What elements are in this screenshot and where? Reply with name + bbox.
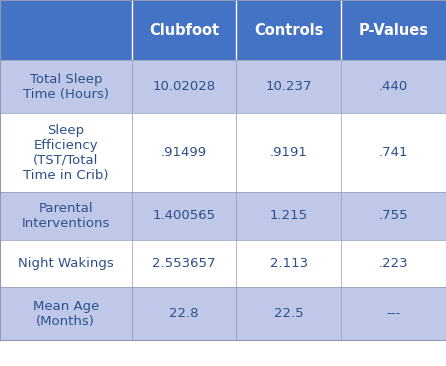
Text: Night Wakings: Night Wakings [18, 257, 114, 270]
Text: P-Values: P-Values [359, 23, 429, 38]
Bar [132, 60, 236, 113]
Bar [132, 113, 236, 192]
Text: Total Sleep
Time (Hours): Total Sleep Time (Hours) [23, 73, 109, 101]
Text: 1.215: 1.215 [270, 209, 308, 223]
Text: .9191: .9191 [270, 146, 308, 159]
Bar [341, 60, 446, 113]
Bar [341, 0, 446, 60]
Bar [132, 192, 236, 240]
Bar [0, 192, 132, 240]
Text: .223: .223 [379, 257, 409, 270]
Text: Mean Age
(Months): Mean Age (Months) [33, 300, 99, 328]
Bar [236, 113, 341, 192]
Bar [132, 240, 236, 287]
Text: Controls: Controls [254, 23, 323, 38]
Bar [236, 240, 341, 287]
Bar [0, 287, 132, 340]
Bar [0, 240, 132, 287]
Text: Sleep
Efficiency
(TST/Total
Time in Crib): Sleep Efficiency (TST/Total Time in Crib… [23, 124, 108, 182]
Bar [132, 0, 236, 60]
Bar [236, 0, 341, 60]
Bar [341, 192, 446, 240]
Text: 2.553657: 2.553657 [152, 257, 216, 270]
Text: ---: --- [387, 307, 401, 320]
Bar [341, 113, 446, 192]
Bar [236, 60, 341, 113]
Text: 22.5: 22.5 [274, 307, 304, 320]
Text: .741: .741 [379, 146, 409, 159]
Bar [0, 0, 132, 60]
Text: .91499: .91499 [161, 146, 207, 159]
Bar [0, 60, 132, 113]
Bar [341, 287, 446, 340]
Text: 10.237: 10.237 [265, 81, 312, 93]
Text: 2.113: 2.113 [270, 257, 308, 270]
Bar [132, 287, 236, 340]
Text: .755: .755 [379, 209, 409, 223]
Text: 10.02028: 10.02028 [153, 81, 215, 93]
Text: 22.8: 22.8 [169, 307, 199, 320]
Bar [0, 113, 132, 192]
Text: .440: .440 [379, 81, 408, 93]
Bar [236, 287, 341, 340]
Text: Parental
Interventions: Parental Interventions [21, 202, 110, 230]
Text: Clubfoot: Clubfoot [149, 23, 219, 38]
Bar [236, 192, 341, 240]
Bar [341, 240, 446, 287]
Text: 1.400565: 1.400565 [153, 209, 215, 223]
